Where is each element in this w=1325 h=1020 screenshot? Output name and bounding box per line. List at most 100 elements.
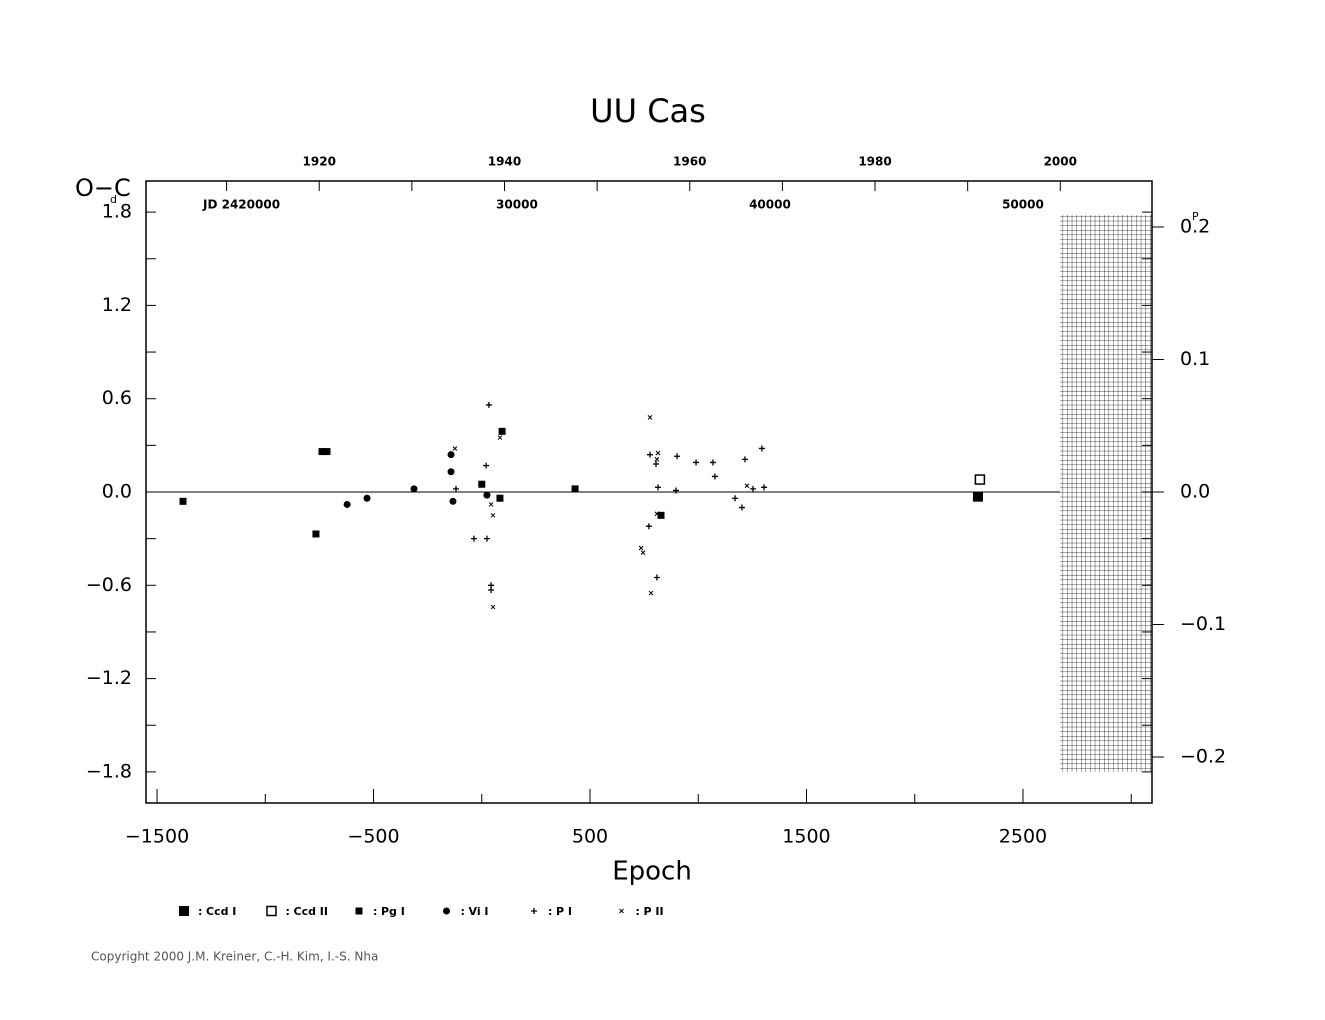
point <box>323 448 331 456</box>
point <box>709 459 716 466</box>
point <box>453 485 460 492</box>
legend-label: Ccd II <box>294 905 328 918</box>
x-tick-label: 1500 <box>782 826 830 848</box>
point <box>343 500 351 508</box>
year-label: 1980 <box>858 155 891 169</box>
point <box>363 494 371 502</box>
point <box>742 456 749 463</box>
y2-tick-label: −0.2 <box>1180 746 1226 768</box>
point <box>410 485 418 493</box>
y-tick-label: −1.2 <box>86 667 132 689</box>
x-tick-label: 500 <box>572 826 608 848</box>
y-tick-label: −0.6 <box>86 574 132 596</box>
point <box>674 453 681 460</box>
point <box>654 511 660 517</box>
point <box>972 491 983 502</box>
year-label: 1940 <box>488 155 521 169</box>
point <box>447 451 455 459</box>
point <box>711 473 718 480</box>
legend-separator: : <box>461 905 465 918</box>
y-tick-label: 1.8 <box>102 201 132 223</box>
chart-title: UU Cas <box>590 92 706 130</box>
point <box>496 494 504 502</box>
point <box>653 461 660 468</box>
point <box>646 451 653 458</box>
legend-separator: : <box>286 905 290 918</box>
jd-tick-label: 50000 <box>1002 198 1044 212</box>
point <box>758 445 765 452</box>
legend-separator: : <box>636 905 640 918</box>
future-hatch <box>1060 215 1152 772</box>
legend-label: Ccd I <box>206 905 236 918</box>
y2-tick-label: 0.2 <box>1180 215 1210 237</box>
legend-label: P II <box>644 905 664 918</box>
point <box>488 586 495 593</box>
legend-marker <box>443 907 450 915</box>
point <box>645 523 652 530</box>
x-axis-title: Epoch <box>612 857 692 887</box>
point <box>483 462 490 469</box>
point <box>490 512 496 518</box>
point <box>647 415 653 420</box>
point <box>653 574 660 581</box>
y2-unit: P <box>1192 210 1199 223</box>
jd-label: JD 2420000 <box>202 198 280 212</box>
point <box>470 535 477 542</box>
y-tick-label: −1.8 <box>86 760 132 782</box>
point <box>318 448 326 456</box>
year-label: 1920 <box>303 155 336 169</box>
x-tick-label: 2500 <box>999 826 1047 848</box>
y2-tick-label: −0.1 <box>1180 613 1226 635</box>
point <box>449 497 457 505</box>
point <box>750 485 757 492</box>
x-tick-label: −1500 <box>125 826 189 848</box>
point <box>485 401 492 408</box>
point <box>738 504 745 511</box>
legend-label: P I <box>556 905 572 918</box>
y-tick-label: 0.0 <box>102 481 132 503</box>
point <box>761 484 768 491</box>
legend-separator: : <box>373 905 377 918</box>
point <box>571 485 579 493</box>
y-axis-title: O−C <box>75 174 131 202</box>
point <box>657 511 665 519</box>
point <box>744 483 750 489</box>
point <box>974 474 986 485</box>
jd-tick-label: 40000 <box>749 198 791 212</box>
legend-marker <box>355 907 363 915</box>
point <box>638 545 644 551</box>
copyright: Copyright 2000 J.M. Kreiner, C.-H. Kim, … <box>91 950 378 964</box>
year-label: 1960 <box>673 155 706 169</box>
point <box>447 468 455 476</box>
y-unit: d <box>110 193 117 206</box>
point <box>654 484 661 491</box>
point <box>732 495 739 502</box>
y-tick-label: 0.6 <box>102 387 132 409</box>
point <box>654 456 660 462</box>
legend-marker <box>179 906 189 916</box>
point <box>312 530 320 538</box>
legend-separator: : <box>548 905 552 918</box>
legend-marker <box>531 908 537 914</box>
point <box>490 604 496 610</box>
point <box>483 491 491 499</box>
point <box>655 450 661 456</box>
legend-separator: : <box>198 905 202 918</box>
point <box>693 459 700 466</box>
y2-tick-label: 0.1 <box>1180 348 1210 370</box>
year-label: 2000 <box>1044 155 1077 169</box>
point <box>498 427 506 435</box>
y-tick-label: 1.2 <box>102 294 132 316</box>
point <box>672 487 679 494</box>
legend-label: Vi I <box>469 905 489 918</box>
point <box>478 480 486 488</box>
point <box>179 497 187 505</box>
legend-label: Pg I <box>381 905 405 918</box>
point <box>483 535 490 542</box>
y2-tick-label: 0.0 <box>1180 481 1210 503</box>
x-tick-label: −500 <box>347 826 399 848</box>
legend-marker <box>266 905 277 917</box>
jd-tick-label: 30000 <box>496 198 538 212</box>
point <box>640 550 646 555</box>
